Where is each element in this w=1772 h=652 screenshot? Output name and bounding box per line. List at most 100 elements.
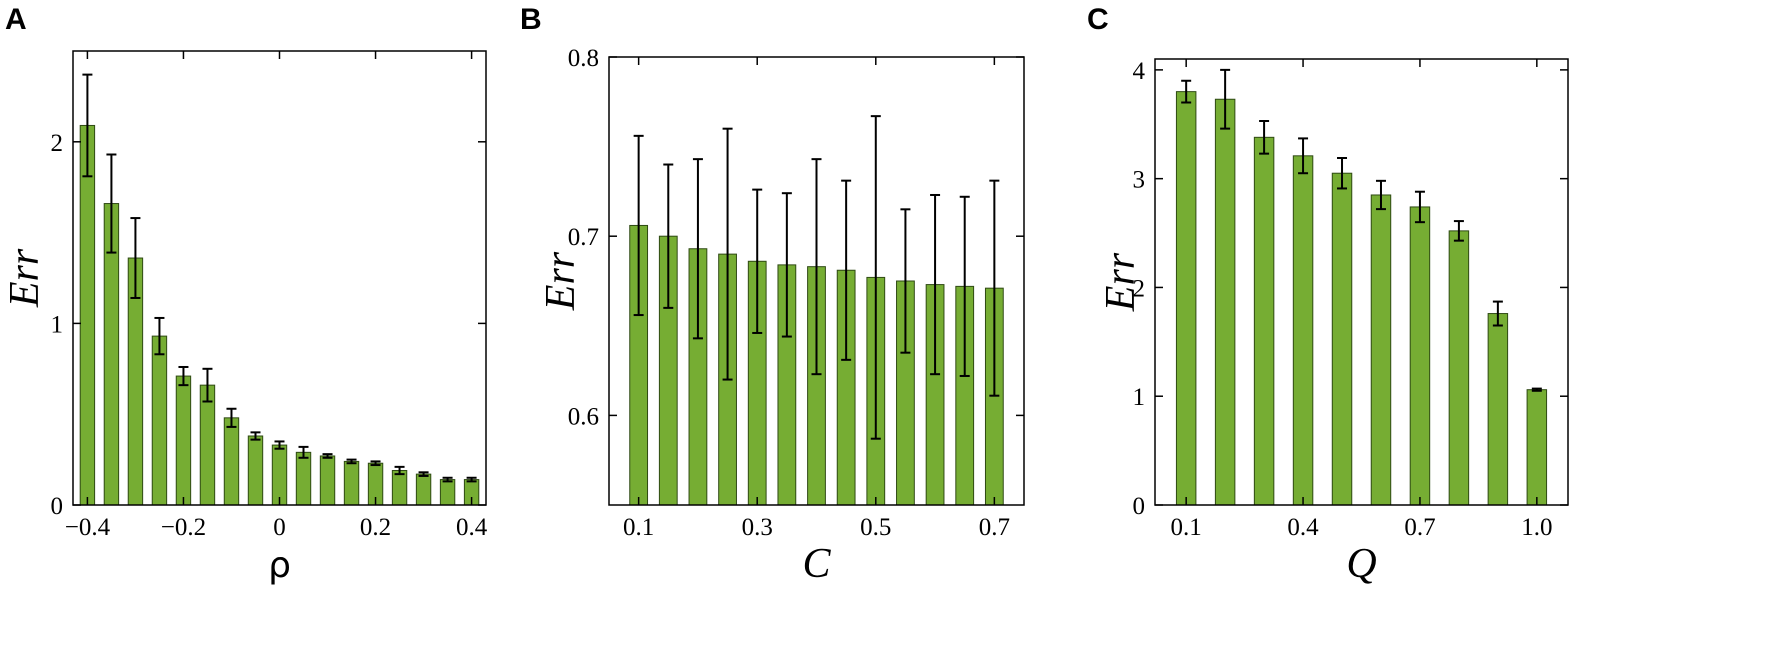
x-tick-label: 0 <box>273 514 286 541</box>
error-bar <box>722 127 733 381</box>
y-axis-label: Err <box>2 248 48 308</box>
error-bar <box>1220 68 1231 130</box>
bar <box>1214 98 1236 506</box>
bar <box>319 455 336 506</box>
error-bar <box>298 445 309 459</box>
y-tick-label: 3 <box>1133 167 1146 194</box>
y-tick-label: 0 <box>1133 493 1146 520</box>
bar <box>223 417 240 506</box>
error-bar <box>989 179 1000 397</box>
x-tick-label: 0.1 <box>1171 514 1202 541</box>
error-bar <box>154 316 165 356</box>
bar <box>415 473 432 506</box>
x-tick-label: 0.4 <box>456 514 488 541</box>
error-bar <box>130 217 141 299</box>
error-bar <box>1531 387 1542 392</box>
error-bar <box>870 115 881 440</box>
bar <box>1175 91 1197 506</box>
axes-frame <box>608 56 1025 506</box>
y-axis-label: Err <box>538 251 584 311</box>
panel-letter: C <box>1087 3 1109 36</box>
bar <box>247 435 264 506</box>
bar <box>295 451 312 506</box>
error-bar <box>959 195 970 377</box>
error-bar <box>106 153 117 254</box>
y-tick-label: 2 <box>1133 275 1146 302</box>
x-axis-label: Q <box>1346 541 1376 587</box>
x-tick-label: 0.5 <box>860 514 891 541</box>
bar <box>151 335 168 506</box>
error-bar <box>930 193 941 376</box>
error-bar <box>841 179 852 361</box>
bar <box>1370 194 1392 506</box>
error-bar <box>466 476 477 483</box>
error-bar <box>178 365 189 387</box>
error-bar <box>1414 190 1425 224</box>
x-tick-label: 0.2 <box>360 514 391 541</box>
x-tick-label: 1.0 <box>1521 514 1552 541</box>
bar <box>1487 313 1509 506</box>
y-tick-label: 0.8 <box>568 45 599 72</box>
error-bar <box>394 465 405 476</box>
y-tick-label: 0.7 <box>568 224 599 251</box>
panel-a: A 0 1 2 −0.4 −0.2 0 0.2 0.4 ρ Err <box>2 3 488 586</box>
panel-letter: B <box>520 3 542 36</box>
error-bar <box>322 453 333 459</box>
error-bar <box>1298 137 1309 175</box>
error-bar <box>1453 220 1464 242</box>
y-tick-label: 1 <box>51 311 64 338</box>
x-tick-label: 0.4 <box>1287 514 1319 541</box>
panel-letter: A <box>5 3 27 36</box>
error-bar <box>274 440 285 450</box>
x-tick-label: 0.7 <box>979 514 1010 541</box>
bar <box>391 469 408 506</box>
error-bar <box>781 192 792 338</box>
error-bar <box>370 460 381 467</box>
bar <box>1253 136 1275 506</box>
error-bar <box>82 73 93 178</box>
error-bar <box>250 431 261 441</box>
error-bar <box>900 208 911 354</box>
x-tick-label: −0.4 <box>65 514 111 541</box>
panel-c: C 0 1 2 3 4 0.1 0.4 0.7 1.0 Q Err <box>1087 3 1569 587</box>
x-axis-label: C <box>802 541 831 587</box>
bar <box>439 479 456 506</box>
bar <box>1331 172 1353 506</box>
error-bar <box>442 476 453 483</box>
error-bar <box>663 163 674 309</box>
error-bar <box>418 471 429 477</box>
error-bar <box>752 188 763 334</box>
bar <box>1448 230 1470 506</box>
x-tick-label: 0.1 <box>623 514 654 541</box>
x-tick-label: −0.2 <box>161 514 206 541</box>
error-bar <box>226 407 237 428</box>
y-tick-label: 0.6 <box>568 403 599 430</box>
bar <box>271 444 288 506</box>
panel-b: B 0.6 0.7 0.8 0.1 0.3 0.5 0.7 C Err <box>520 3 1025 587</box>
bar <box>343 460 360 506</box>
y-tick-label: 4 <box>1133 58 1146 85</box>
bar <box>79 124 96 506</box>
y-tick-label: 0 <box>51 493 64 520</box>
error-bar <box>692 158 703 340</box>
x-tick-label: 0.7 <box>1404 514 1435 541</box>
x-tick-label: 0.3 <box>742 514 773 541</box>
y-axis-label: Err <box>1098 252 1144 312</box>
error-bar <box>1375 179 1386 211</box>
y-tick-label: 1 <box>1133 384 1146 411</box>
x-axis-label: ρ <box>268 545 291 586</box>
axes-frame <box>1154 58 1569 506</box>
bar <box>199 384 216 506</box>
error-bar <box>811 158 822 376</box>
bar <box>1292 155 1314 506</box>
error-bar <box>633 134 644 317</box>
error-bar <box>1337 156 1348 190</box>
y-tick-label: 2 <box>51 130 64 157</box>
error-bar <box>1181 79 1192 104</box>
error-bar <box>346 458 357 465</box>
bar <box>1526 389 1548 506</box>
error-bar <box>1492 300 1503 327</box>
bar <box>175 375 192 506</box>
error-bar <box>202 367 213 403</box>
